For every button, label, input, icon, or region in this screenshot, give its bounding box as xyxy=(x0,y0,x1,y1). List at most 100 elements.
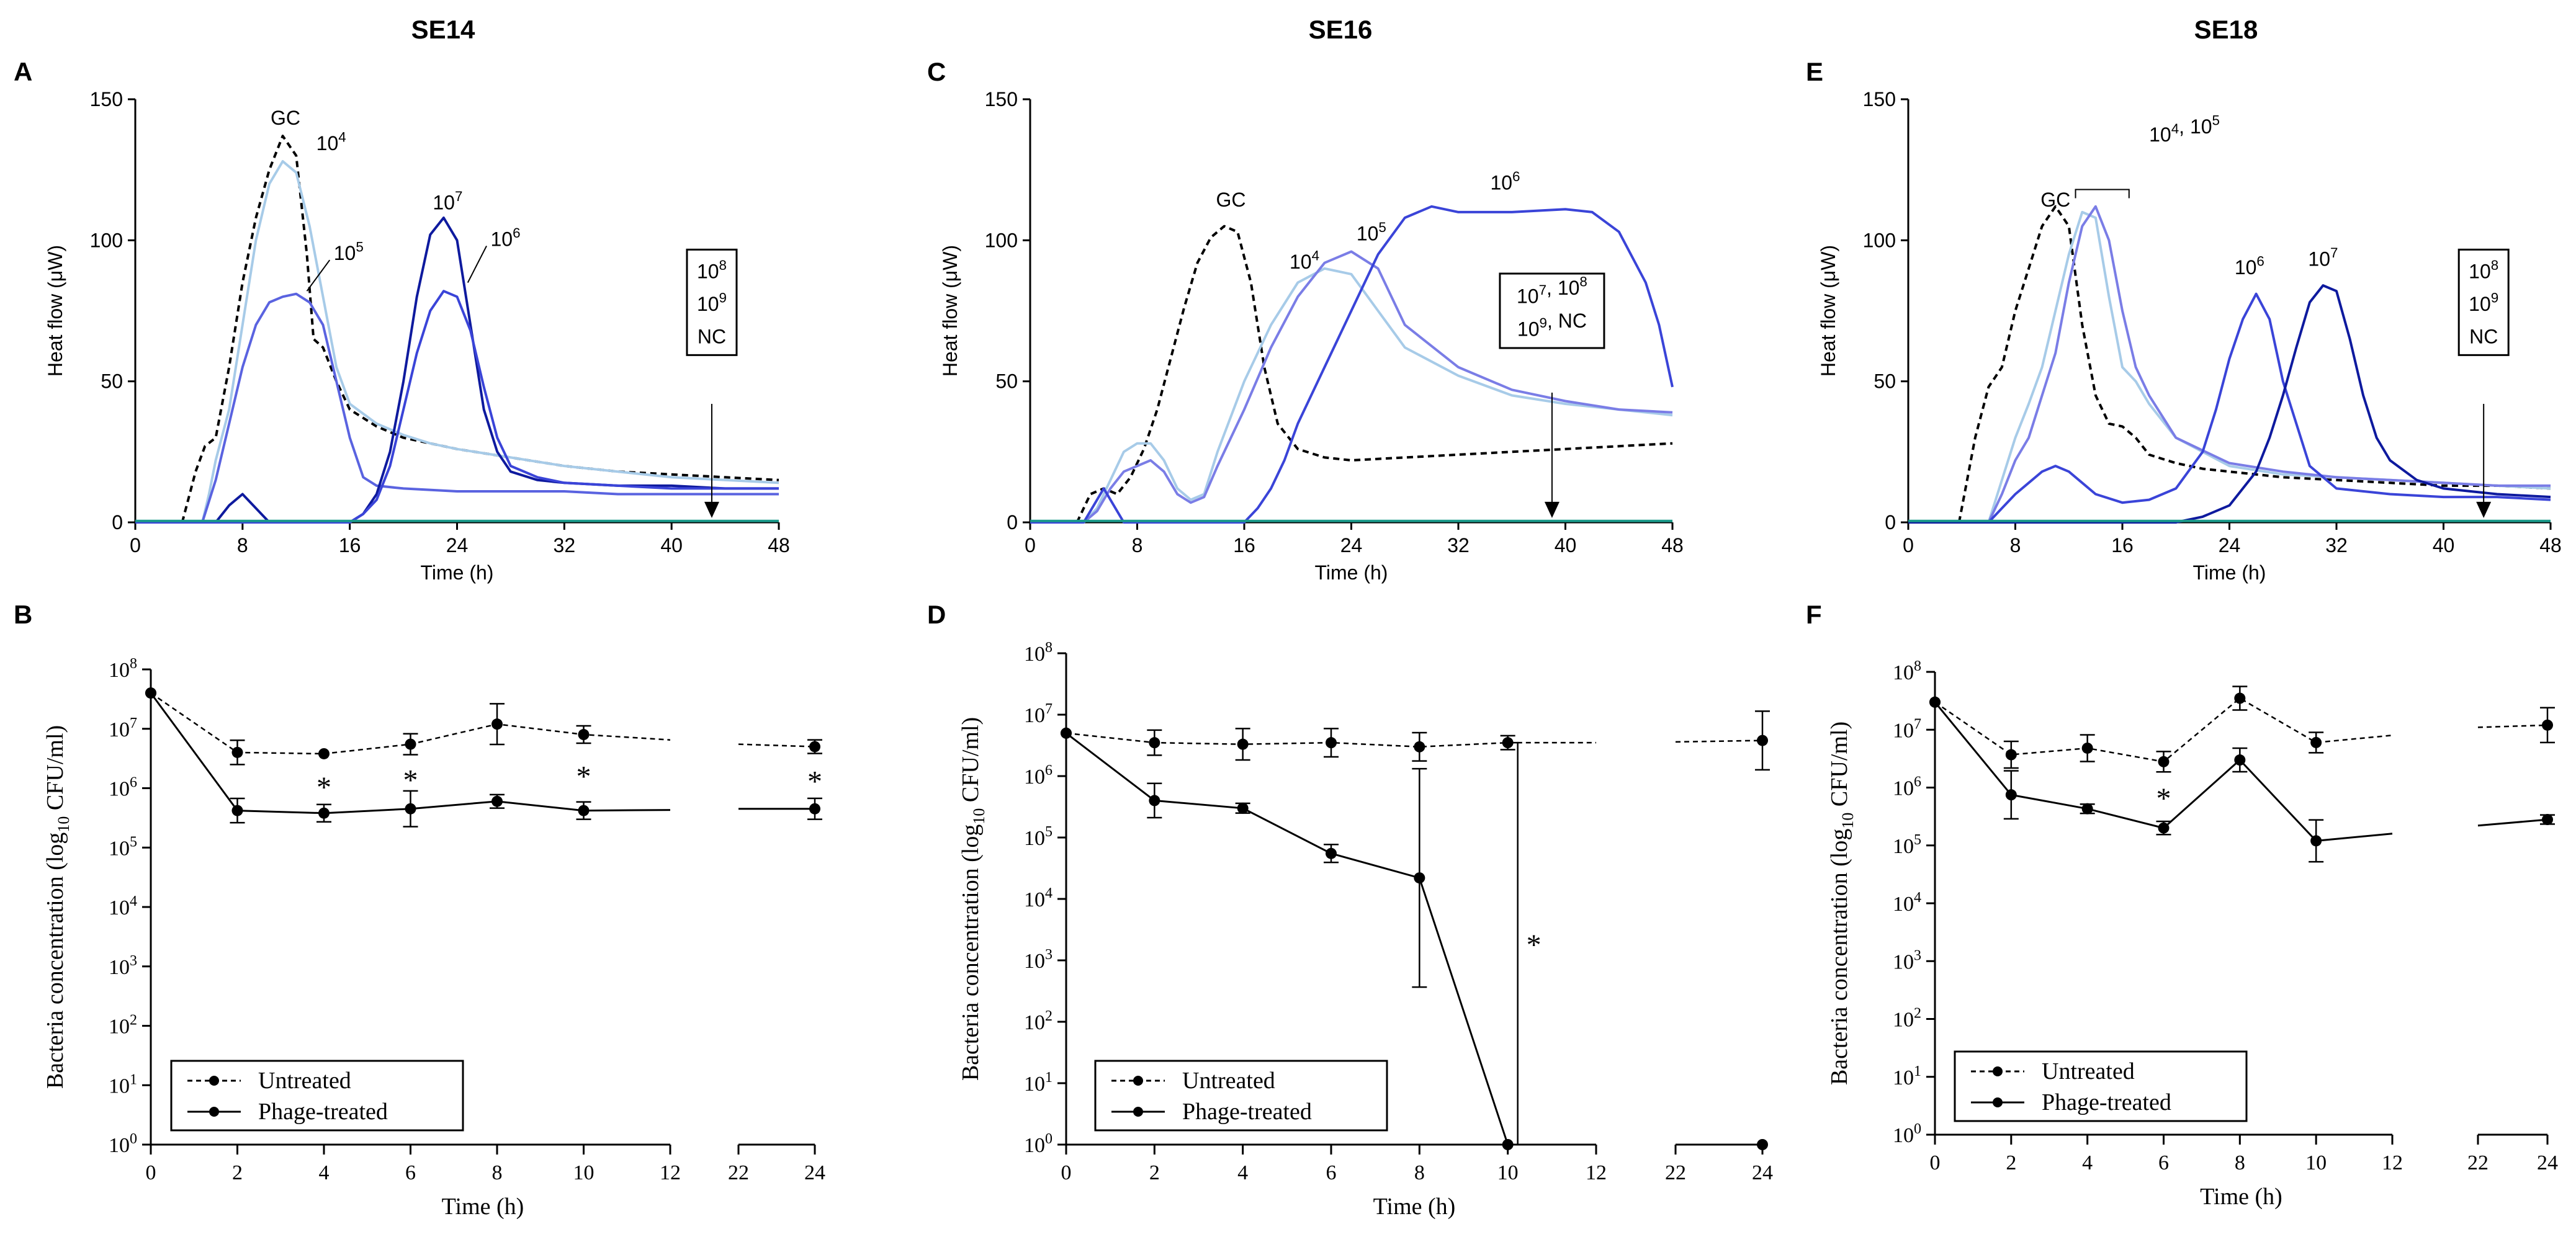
y-tick-label: 107 xyxy=(109,715,137,741)
significance-asterisk: * xyxy=(577,760,591,793)
y-tick-label: 104 xyxy=(1024,885,1052,911)
phage-treated-point xyxy=(491,795,503,807)
x-tick-label: 8 xyxy=(492,1161,503,1184)
y-tick-label: 101 xyxy=(109,1071,137,1097)
y-tick-label: 0 xyxy=(1885,511,1896,534)
series-line-1e5 xyxy=(201,292,779,523)
series-line-1e4 xyxy=(201,160,779,523)
no-growth-label: 108 xyxy=(2469,257,2498,282)
untreated-point xyxy=(1237,738,1249,750)
legend-box xyxy=(1954,1050,2248,1122)
x-tick-label: 16 xyxy=(339,534,361,556)
label-leader-line xyxy=(467,245,487,283)
series-line-1e6 xyxy=(1030,205,1674,524)
phage-treated-line xyxy=(1066,732,1509,1145)
x-tick-label: 8 xyxy=(2010,534,2021,556)
untreated-point xyxy=(231,746,243,758)
y-tick-label: 100 xyxy=(109,1131,137,1157)
legend-marker xyxy=(1133,1107,1143,1117)
y-tick-label: 50 xyxy=(995,370,1018,393)
phage-treated-point xyxy=(145,687,156,699)
y-tick-label: 0 xyxy=(112,511,123,534)
no-growth-label: 109 xyxy=(697,290,727,315)
phage-treated-point xyxy=(2542,814,2553,826)
phage-treated-point xyxy=(809,803,820,815)
x-tick-label: 4 xyxy=(1237,1161,1248,1184)
phage-treated-point xyxy=(231,805,243,816)
untreated-line xyxy=(2477,724,2548,728)
curve-label: 104, 105 xyxy=(2149,112,2220,146)
no-growth-label: 107, 108 xyxy=(1517,274,1587,307)
y-tick-label: 102 xyxy=(109,1012,137,1039)
x-axis-label: Time (h) xyxy=(2200,1184,2282,1210)
x-tick-label: 22 xyxy=(2467,1151,2488,1174)
no-growth-label-box xyxy=(1499,272,1605,349)
x-tick-label: 32 xyxy=(2325,534,2348,556)
y-axis-label: Heat flow (μW) xyxy=(1817,245,1839,377)
x-tick-label: 22 xyxy=(728,1161,749,1184)
legend-label: Phage-treated xyxy=(258,1099,388,1125)
y-tick-label: 103 xyxy=(109,953,137,979)
x-tick-label: 40 xyxy=(1555,534,1577,556)
y-tick-label: 101 xyxy=(1893,1063,1921,1089)
legend: Untreated Phage-treated xyxy=(1094,1060,1388,1132)
panel-letter: B xyxy=(14,600,32,629)
x-axis-label: Time (h) xyxy=(1373,1194,1456,1220)
heat-flow-chart-se16: C 0 50 100 150 0 8 16 24 32 40 48 Time (h) Heat flow … xyxy=(927,57,1684,584)
x-tick-label: 4 xyxy=(319,1161,330,1184)
x-tick-label: 40 xyxy=(660,534,683,556)
phage-treated-point xyxy=(1502,1139,1514,1150)
curve-label: GC xyxy=(2040,189,2070,211)
x-tick-label: 10 xyxy=(573,1161,595,1184)
phage-treated-point xyxy=(2158,822,2170,834)
untreated-point xyxy=(2158,756,2170,767)
phage-treated-line xyxy=(2477,818,2548,827)
heat-flow-chart-se18: E 0 50 100 150 0 8 16 24 32 40 48 Time (h) Heat flow … xyxy=(1806,57,2562,584)
phage-treated-point xyxy=(578,805,590,816)
curve-label: GC xyxy=(1216,189,1245,211)
column-title-se18: SE18 xyxy=(2194,15,2258,44)
panel-letter: D xyxy=(927,600,946,629)
x-tick-label: 0 xyxy=(130,534,141,556)
y-tick-label: 150 xyxy=(90,88,123,110)
y-tick-label: 50 xyxy=(101,370,123,393)
y-tick-label: 105 xyxy=(1893,832,1921,858)
phage-treated-point xyxy=(1237,802,1249,814)
x-tick-label: 8 xyxy=(1414,1161,1425,1184)
legend-marker xyxy=(209,1107,219,1117)
x-tick-label: 10 xyxy=(1497,1161,1519,1184)
phage-treated-point xyxy=(2005,789,2017,801)
phage-treated-point xyxy=(2234,754,2246,766)
panel-letter: A xyxy=(14,57,32,86)
y-tick-label: 100 xyxy=(1863,229,1896,251)
phage-treated-point xyxy=(2081,803,2093,815)
y-tick-label: 107 xyxy=(1024,701,1052,727)
significance-asterisk: * xyxy=(1527,929,1542,962)
curve-label: 106 xyxy=(491,225,521,250)
series-line-1e7 xyxy=(1908,284,2551,524)
x-axis-label: Time (h) xyxy=(1315,561,1388,584)
x-tick-label: 12 xyxy=(2382,1151,2403,1174)
series-line-GC xyxy=(181,135,779,523)
arrow-head xyxy=(2476,501,2492,518)
phage-treated-point xyxy=(1929,696,1941,708)
x-tick-label: 0 xyxy=(1025,534,1036,556)
no-growth-label: 109 xyxy=(2469,290,2498,315)
untreated-point xyxy=(2234,692,2246,704)
legend-box xyxy=(1094,1060,1388,1132)
phage-treated-point xyxy=(318,807,330,819)
legend-label: Phage-treated xyxy=(1182,1099,1312,1125)
no-growth-label-box xyxy=(2457,248,2510,356)
y-axis-label: Bacteria concentration (log10 CFU/ml) xyxy=(958,717,988,1081)
x-tick-label: 8 xyxy=(1132,534,1143,556)
curve-label: 106 xyxy=(2235,253,2264,278)
legend: Untreated Phage-treated xyxy=(1954,1050,2248,1122)
legend-marker xyxy=(1133,1076,1143,1086)
y-tick-label: 106 xyxy=(1024,762,1052,789)
x-tick-label: 6 xyxy=(2158,1151,2169,1174)
x-axis-label: Time (h) xyxy=(2193,561,2266,584)
untreated-point xyxy=(318,748,330,759)
